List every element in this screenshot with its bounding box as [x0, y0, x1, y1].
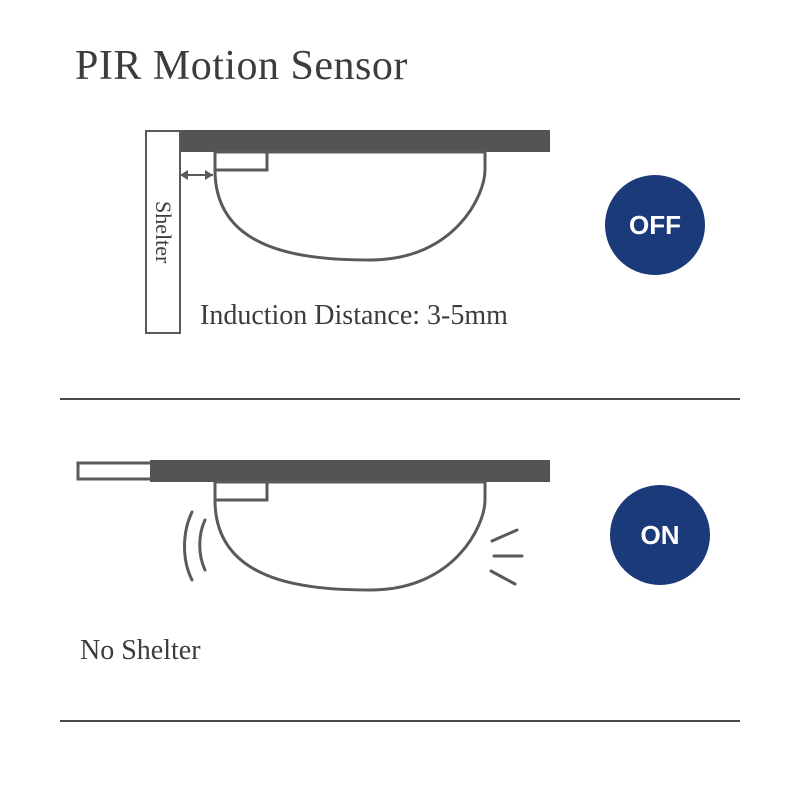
light-ray-0: [492, 530, 517, 541]
diagram-canvas: PIR Motion Sensor Shelter OFF Induction …: [0, 0, 800, 800]
sensor-neck-on: [215, 482, 267, 500]
status-badge-on: ON: [610, 485, 710, 585]
sound-arc-0: [200, 520, 205, 570]
caption-on: No Shelter: [80, 635, 201, 667]
sensor-bar-on: [150, 460, 550, 482]
badge-on-text: ON: [641, 520, 680, 551]
divider-2: [60, 720, 740, 722]
light-ray-2: [491, 571, 515, 584]
sensor-dome-on: [215, 482, 485, 590]
on-panel-svg: [0, 0, 800, 800]
sound-arc-1: [185, 512, 193, 580]
